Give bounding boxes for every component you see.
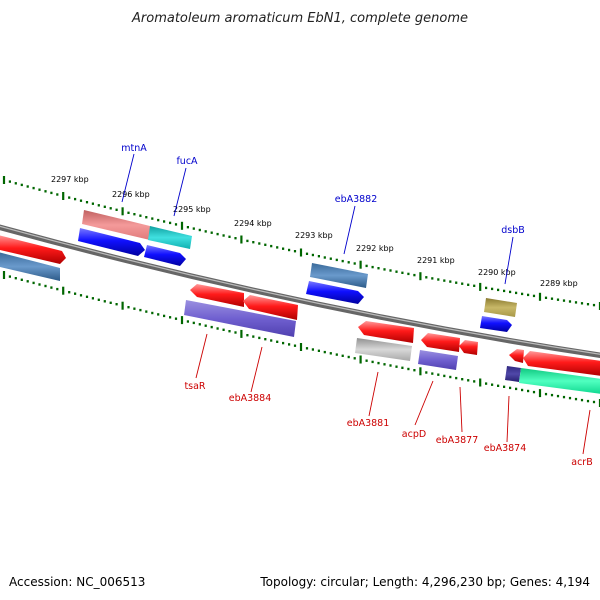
gene-feature[interactable] <box>144 245 186 266</box>
gene-feature[interactable] <box>184 300 296 337</box>
kbp-labels: 2297 kbp 2296 kbp 2295 kbp 2294 kbp 2293… <box>51 175 578 288</box>
gene-label-ebA3882[interactable]: ebA3882 <box>335 194 378 205</box>
gene-feature[interactable] <box>148 226 192 249</box>
gene-feature[interactable] <box>509 349 524 363</box>
gene-feature[interactable] <box>190 284 244 307</box>
gene-feature[interactable] <box>82 210 150 240</box>
kbp-label: 2293 kbp <box>295 231 333 240</box>
gene-feature[interactable] <box>480 316 512 332</box>
genome-backbone <box>0 224 600 359</box>
gene-feature[interactable] <box>310 263 368 288</box>
gene-feature[interactable] <box>78 228 145 256</box>
accession-label: Accession: NC_006513 <box>9 575 145 589</box>
kbp-label: 2289 kbp <box>540 279 578 288</box>
forward-feature-row <box>0 210 517 332</box>
kbp-label: 2294 kbp <box>234 219 272 228</box>
reverse-feature-row <box>184 284 600 394</box>
gene-feature[interactable] <box>0 252 60 281</box>
gene-label-mtnA[interactable]: mtnA <box>121 143 147 154</box>
kbp-label: 2295 kbp <box>173 205 211 214</box>
kbp-label: 2296 kbp <box>112 190 150 199</box>
kbp-label: 2292 kbp <box>356 244 394 253</box>
gene-label-ebA3877[interactable]: ebA3877 <box>436 435 479 446</box>
gene-feature[interactable] <box>355 338 412 361</box>
kbp-label: 2297 kbp <box>51 175 89 184</box>
kbp-label: 2290 kbp <box>478 268 516 277</box>
gene-label-dsbB[interactable]: dsbB <box>501 225 525 236</box>
gene-label-tsaR[interactable]: tsaR <box>184 381 205 392</box>
map-title: Aromatoleum aromaticum EbN1, complete ge… <box>131 11 468 26</box>
gene-label-ebA3874[interactable]: ebA3874 <box>484 443 527 454</box>
gene-label-fucA[interactable]: fucA <box>176 156 198 167</box>
gene-feature[interactable] <box>421 333 460 352</box>
topology-summary: Topology: circular; Length: 4,296,230 bp… <box>259 575 590 589</box>
inner-tick-track <box>2 271 600 407</box>
gene-label-acrB[interactable]: acrB <box>571 457 592 468</box>
gene-label-ebA3884[interactable]: ebA3884 <box>229 393 272 404</box>
gene-feature[interactable] <box>505 366 521 382</box>
gene-feature[interactable] <box>418 350 458 370</box>
gene-label-acpD[interactable]: acpD <box>402 429 426 440</box>
gene-label-ebA3881[interactable]: ebA3881 <box>347 418 390 429</box>
gene-feature[interactable] <box>459 340 478 355</box>
forward-gene-labels <box>121 153 514 285</box>
gene-feature[interactable] <box>243 295 298 320</box>
gene-feature[interactable] <box>0 235 66 264</box>
gene-feature[interactable] <box>358 321 414 343</box>
kbp-label: 2291 kbp <box>417 256 455 265</box>
gene-feature[interactable] <box>519 368 600 394</box>
reverse-gene-labels <box>195 333 591 455</box>
gene-feature[interactable] <box>523 351 600 376</box>
outer-tick-track <box>2 176 600 310</box>
gene-feature[interactable] <box>306 281 364 304</box>
gene-feature[interactable] <box>484 298 517 317</box>
